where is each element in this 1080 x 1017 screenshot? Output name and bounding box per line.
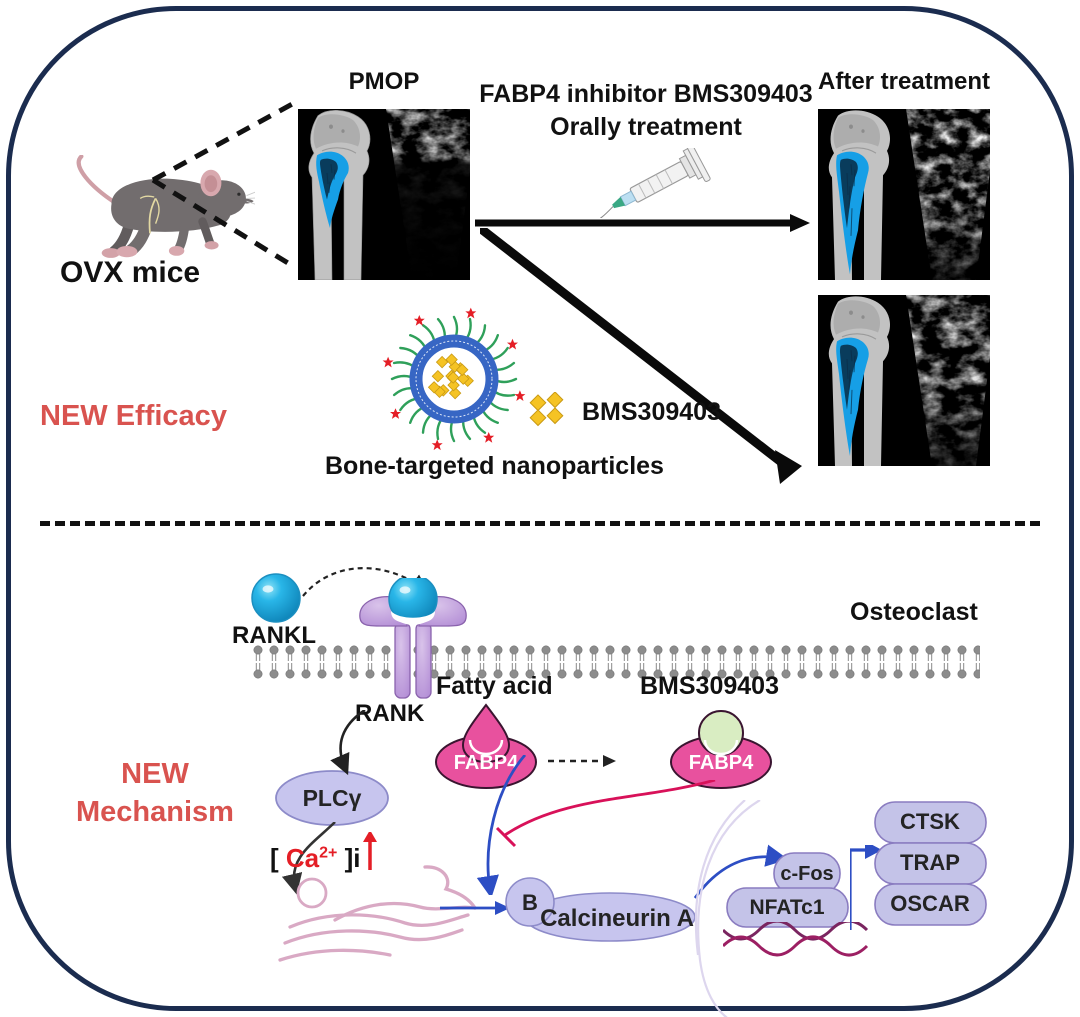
svg-text:Calcineurin A: Calcineurin A xyxy=(540,905,694,932)
svg-text:c-Fos: c-Fos xyxy=(780,863,833,885)
svg-text:NFATc1: NFATc1 xyxy=(749,896,824,919)
svg-text:CTSK: CTSK xyxy=(900,809,960,834)
svg-text:B: B xyxy=(522,890,538,915)
svg-text:OSCAR: OSCAR xyxy=(890,891,970,916)
svg-text:TRAP: TRAP xyxy=(900,850,960,875)
svg-text:FABP4: FABP4 xyxy=(689,752,754,774)
svg-text:PLCγ: PLCγ xyxy=(303,785,362,811)
